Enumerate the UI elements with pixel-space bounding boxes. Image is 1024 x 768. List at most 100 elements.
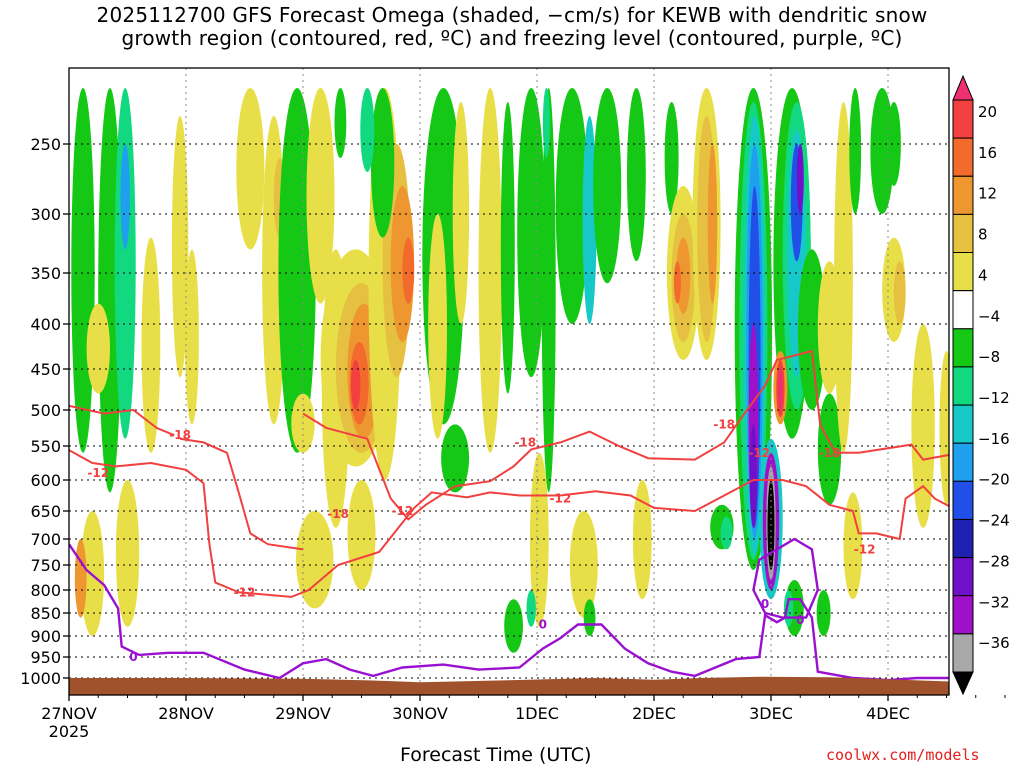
contour-label: -12: [854, 542, 876, 556]
credit-link[interactable]: coolwx.com/models: [826, 746, 980, 764]
contour-label: 0: [796, 613, 804, 627]
omega-blob: [632, 479, 652, 600]
omega-blob: [402, 237, 415, 304]
y-tick-label: 750: [30, 556, 61, 575]
omega-blob: [452, 102, 470, 324]
x-axis-title: Forecast Time (UTC): [400, 744, 592, 766]
contour-label: -18: [169, 428, 191, 442]
x-tick-label: 27NOV: [41, 704, 97, 723]
omega-blob: [849, 88, 862, 214]
terrain-fill: [69, 676, 949, 695]
colorbar-segment: [952, 366, 974, 406]
contour-label: 0: [129, 650, 137, 664]
contour-label: -18: [327, 507, 349, 521]
colorbar-label: 4: [978, 266, 988, 284]
omega-blob: [664, 102, 679, 214]
colorbar-label: 16: [978, 144, 997, 162]
colorbar-segment: [952, 175, 974, 215]
omega-blob: [778, 369, 783, 410]
contour-lines: -18 -18 -18 -18 -18 -12 -12 -12 -12 -12 -12 0 0 0 0: [69, 349, 949, 682]
omega-blob: [74, 539, 87, 618]
plot-frame: [68, 67, 950, 696]
omega-blob: [720, 516, 733, 550]
x-tick-label: 1DEC: [515, 704, 559, 723]
omega-blob: [593, 88, 622, 284]
x-tick-label: 2DEC: [632, 704, 676, 723]
y-tick-label: 1000: [20, 669, 61, 688]
colorbar-label: −24: [978, 512, 1010, 530]
omega-blob: [911, 324, 935, 528]
chart-title-line-1: 2025112700 GFS Forecast Omega (shaded, −…: [96, 3, 928, 27]
colorbar: 20 16 12 8 4 −4 −8 −12 −16 −20 −24 −28 −32 −36: [952, 74, 1010, 696]
omega-blob: [114, 88, 136, 439]
colorbar-label: −4: [978, 307, 1000, 325]
contour-label: 0: [761, 597, 769, 611]
y-tick-label: 700: [30, 530, 61, 549]
y-tick-label: 550: [30, 437, 61, 456]
contour-label: -12: [234, 585, 256, 599]
y-tick-label: 600: [30, 471, 61, 490]
omega-blob: [834, 102, 853, 453]
y-tick-label: 800: [30, 581, 61, 600]
x-tick-label: 3DEC: [749, 704, 793, 723]
omega-blob: [171, 116, 189, 378]
chart-title: 2025112700 GFS Forecast Omega (shaded, −…: [0, 4, 1024, 50]
omega-blob: [749, 424, 757, 528]
contour-label: -18: [819, 446, 841, 460]
contour-zero-freezing: [69, 543, 949, 682]
y-tick-label: 300: [30, 205, 61, 224]
contour-label: 0: [539, 618, 547, 632]
omega-blob: [569, 511, 598, 618]
y-tick-label: 650: [30, 502, 61, 521]
omega-blob: [817, 393, 842, 505]
colorbar-label: 8: [978, 226, 988, 244]
omega-blob: [541, 88, 556, 493]
contour-label: -12: [748, 446, 770, 460]
colorbar-label: −28: [978, 552, 1010, 570]
colorbar-label: −8: [978, 348, 1000, 366]
contour-label: -12: [87, 466, 109, 480]
terrain-ground: [69, 676, 949, 695]
colorbar-segment: [952, 252, 974, 292]
y-axis: 250 300 350 400 450 500 550 600 650 700 750 800 850 9…: [20, 135, 69, 688]
omega-blob: [783, 590, 794, 627]
omega-blob: [500, 102, 515, 394]
contour-label: -12: [550, 492, 572, 506]
omega-blob: [1004, 342, 1011, 360]
colorbar-label: −16: [978, 430, 1010, 448]
omega-blob: [370, 88, 395, 238]
y-tick-label: 900: [30, 627, 61, 646]
colorbar-segment: [952, 213, 974, 253]
colorbar-top-arrow: [952, 74, 974, 101]
omega-blob: [843, 492, 863, 600]
omega-blob: [347, 480, 376, 590]
omega-blob: [504, 599, 523, 653]
omega-blob: [886, 102, 901, 186]
chart-title-line-2: growth region (contoured, red, ºC) and f…: [121, 26, 903, 50]
omega-blob: [583, 599, 596, 636]
colorbar-label: −32: [978, 593, 1010, 611]
contour-minus12-loop: [179, 437, 304, 551]
y-tick-label: 400: [30, 315, 61, 334]
contour-minus12-main: [69, 449, 949, 598]
omega-blob: [517, 88, 546, 378]
omega-blob: [428, 214, 447, 439]
omega-blob: [334, 88, 347, 158]
omega-blob: [184, 249, 199, 425]
colorbar-label: 12: [978, 185, 997, 203]
contour-minus18-west: [69, 404, 175, 437]
omega-blob: [707, 144, 718, 304]
y-tick-label: 250: [30, 135, 61, 154]
omega-blob: [526, 590, 536, 627]
colorbar-segment: [952, 480, 974, 520]
omega-blob: [360, 88, 375, 172]
omega-blob: [582, 116, 597, 324]
omega-blob: [115, 480, 140, 627]
omega-blob: [478, 88, 502, 453]
y-tick-label: 950: [30, 648, 61, 667]
colorbar-segment: [952, 442, 974, 482]
x-tick-sublabel: 2025: [49, 722, 90, 741]
colorbar-segment: [952, 595, 974, 635]
contour-label: -12: [392, 504, 414, 518]
